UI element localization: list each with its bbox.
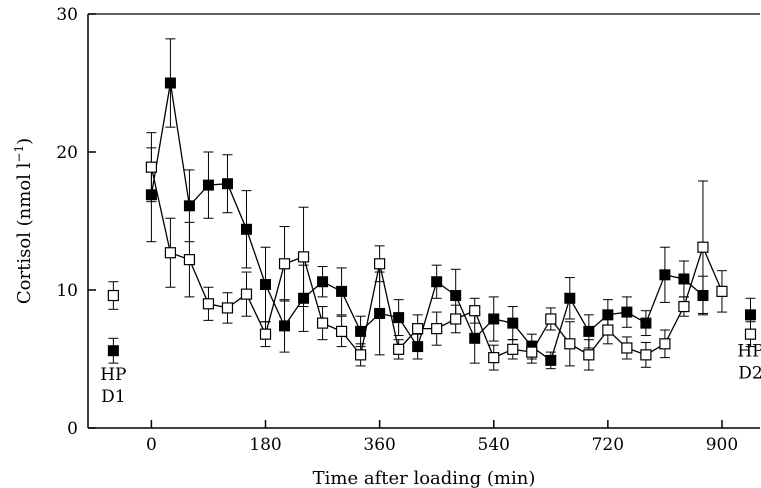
open-square-point <box>259 328 272 340</box>
open-square-point <box>183 254 196 266</box>
open-square-point <box>640 349 652 361</box>
filled-square-point <box>621 306 633 318</box>
series-3 <box>107 281 757 348</box>
x-tick-label: 360 <box>363 435 395 455</box>
series-layer <box>107 38 757 371</box>
open-square-point <box>744 328 757 340</box>
filled-square-point <box>355 325 367 337</box>
open-square-point <box>659 338 671 350</box>
filled-square-point <box>412 341 424 353</box>
filled-square-point <box>336 285 348 297</box>
open-square-point <box>297 251 310 263</box>
open-square-point <box>545 313 557 325</box>
x-tick-label: 540 <box>478 435 510 455</box>
open-square-point <box>316 317 329 329</box>
x-axis-title: Time after loading (min) <box>313 468 536 488</box>
series-0 <box>145 38 709 370</box>
filled-square-point <box>744 309 756 321</box>
filled-square-point <box>393 312 405 324</box>
x-axis: 0 180 360 540 720 900 <box>146 420 738 455</box>
filled-square-point <box>450 290 462 302</box>
filled-square-point <box>583 325 595 337</box>
x-tick-label: 720 <box>592 435 624 455</box>
y-axis-title-close: ) <box>14 138 35 145</box>
open-square-point <box>240 288 253 300</box>
y-tick-label: 10 <box>56 281 78 301</box>
filled-square-point <box>488 313 500 325</box>
filled-square-point <box>202 179 214 191</box>
open-square-point <box>221 302 234 314</box>
open-square-point <box>431 323 443 335</box>
open-square-point <box>412 323 424 335</box>
y-axis-title: Cortisol (nmol l−1) <box>12 138 35 304</box>
series-line <box>150 82 704 362</box>
open-square-point <box>450 313 462 325</box>
filled-square-point <box>469 332 481 344</box>
y-tick-label: 20 <box>56 143 78 163</box>
y-axis: 0 10 20 30 <box>56 5 96 439</box>
plot-frame <box>87 13 760 429</box>
filled-square-point <box>240 223 252 235</box>
y-tick-label: 30 <box>56 5 78 25</box>
open-square-point <box>526 346 538 358</box>
annotation-0-line: D1 <box>101 387 125 407</box>
open-square-point <box>716 285 728 297</box>
filled-square-point <box>221 178 233 190</box>
open-square-point <box>697 241 709 253</box>
open-square-point <box>602 324 614 336</box>
open-square-point <box>145 161 157 173</box>
open-square-point <box>393 343 405 355</box>
x-tick-label: 900 <box>706 435 738 455</box>
open-square-point <box>621 342 633 354</box>
open-square-point <box>507 343 519 355</box>
filled-square-point <box>507 317 519 329</box>
series-2 <box>145 132 728 371</box>
filled-square-point <box>279 320 291 332</box>
filled-square-point <box>260 278 272 290</box>
open-square-point <box>374 258 386 270</box>
x-tick-label: 0 <box>146 435 157 455</box>
open-square-point <box>488 352 500 364</box>
open-square-point <box>164 247 177 259</box>
filled-square-point <box>374 307 386 319</box>
annotation-1-line: D2 <box>738 363 761 383</box>
x-tick-label: 180 <box>249 435 281 455</box>
filled-square-point <box>659 269 671 281</box>
filled-square-point <box>431 276 443 288</box>
filled-square-point <box>164 77 176 89</box>
filled-square-point <box>545 354 557 366</box>
open-square-point <box>678 300 690 313</box>
open-square-point <box>335 325 348 337</box>
filled-square-point <box>564 292 576 304</box>
y-axis-title-sup: −1 <box>12 145 26 163</box>
filled-square-point <box>317 276 329 288</box>
open-square-point <box>469 305 481 317</box>
filled-square-point <box>183 200 195 212</box>
open-square-point <box>355 349 367 361</box>
y-tick-label: 0 <box>67 419 78 439</box>
open-square-point <box>564 338 576 350</box>
annotation-1-line: HP <box>737 341 761 361</box>
filled-square-point <box>640 317 652 329</box>
open-square-point <box>278 258 291 270</box>
filled-square-point <box>678 273 690 285</box>
open-square-point <box>202 298 215 310</box>
annotation-0-line: HP <box>100 365 126 385</box>
filled-square-point <box>107 345 119 357</box>
open-square-point <box>583 349 595 361</box>
y-axis-title-main: Cortisol (nmol l <box>14 162 35 304</box>
open-square-point <box>107 289 119 302</box>
